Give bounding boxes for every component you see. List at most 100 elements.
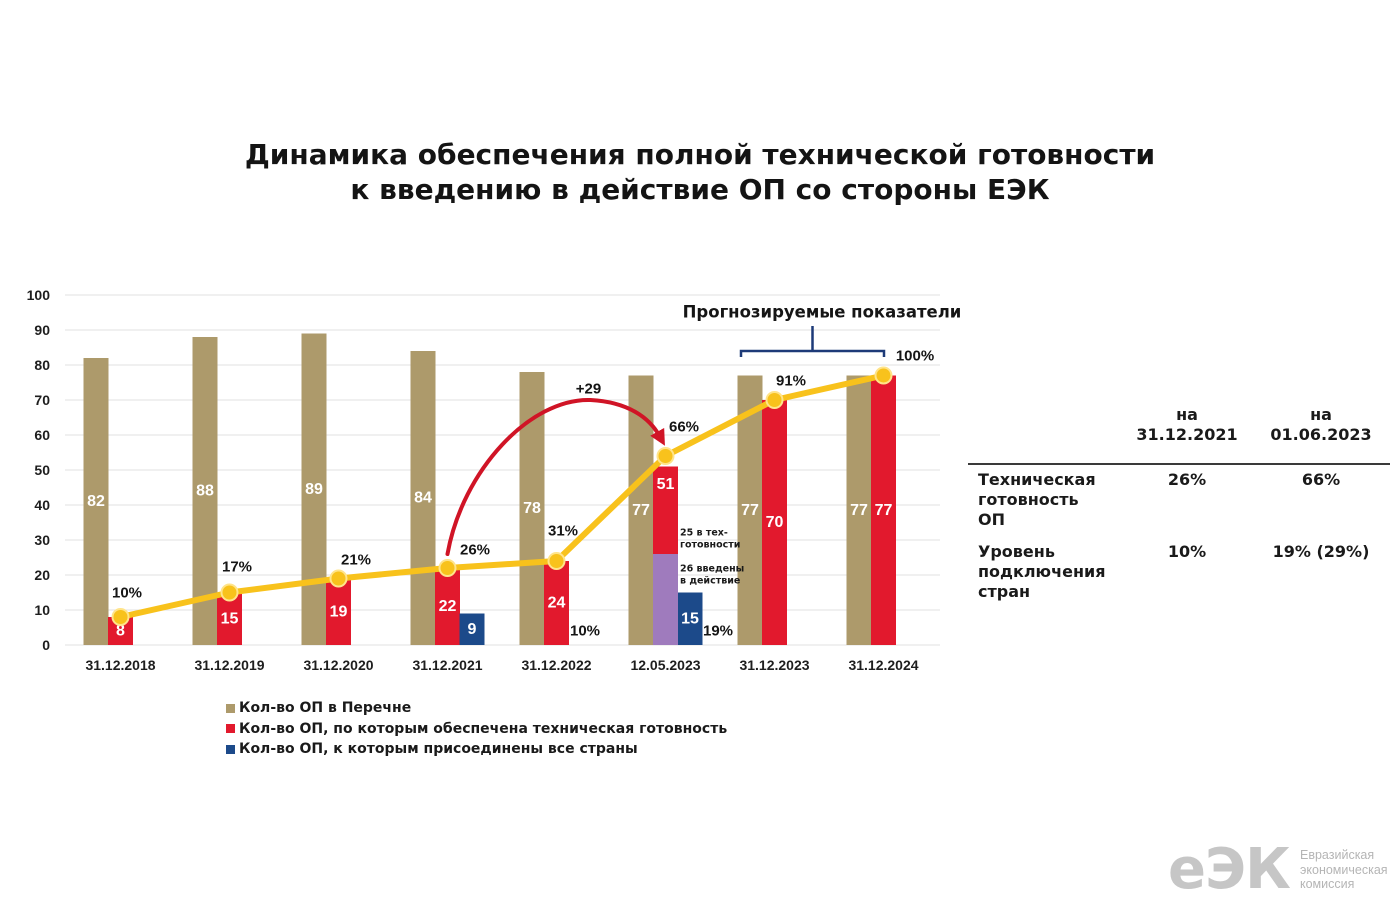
y-tick-label: 80: [34, 357, 50, 373]
bar-value-label: 77: [632, 502, 650, 519]
bars: [83, 333, 896, 645]
readiness-percent-label: 31%: [548, 523, 578, 540]
bar-value-label: 70: [766, 514, 784, 531]
table-cell: 19% (29%): [1272, 542, 1370, 561]
bar-tech-ready: [653, 466, 678, 645]
readiness-percent-label: 21%: [341, 552, 371, 569]
connection-percent-label: 19%: [703, 623, 733, 640]
readiness-point: [874, 366, 893, 385]
bar-value-label: 82: [87, 493, 105, 510]
x-tick-label: 31.12.2022: [521, 657, 591, 673]
gridlines: [65, 294, 940, 646]
bar-value-label: 51: [657, 476, 675, 493]
logo-text-line: экономическая: [1300, 862, 1388, 877]
table-header-line: 01.06.2023: [1270, 425, 1372, 444]
table-cell: 10%: [1167, 542, 1207, 561]
y-tick-label: 100: [27, 287, 51, 303]
bar-value-label: 77: [875, 502, 893, 519]
table-row-label-line: подключения: [978, 562, 1106, 581]
y-tick-label: 60: [34, 427, 50, 443]
bar-tech-ready: [435, 568, 460, 645]
bar-all-countries: [459, 613, 485, 645]
table-row-label-line: ОП: [978, 510, 1005, 529]
growth-arrow-label: +29: [576, 381, 601, 398]
y-tick-label: 70: [34, 392, 50, 408]
legend-label: Кол-во ОП, по которым обеспечена техниче…: [239, 720, 728, 737]
legend-swatch: [226, 703, 235, 713]
bar-list-total: [301, 333, 327, 645]
table-row-label-line: готовность: [978, 490, 1079, 509]
bar-list-total: [410, 351, 436, 645]
y-tick-label: 90: [34, 322, 50, 338]
legend: Кол-во ОП в Перечне Кол-во ОП, по которы…: [226, 698, 727, 760]
legend-item-tech-ready: Кол-во ОП, по которым обеспечена техниче…: [226, 719, 727, 740]
readiness-percent-label: 26%: [460, 542, 490, 559]
x-tick-label: 12.05.2023: [630, 657, 700, 673]
x-axis-ticks: 31.12.2018 31.12.2019 31.12.2020 31.12.2021…: [85, 657, 918, 673]
x-tick-label: 31.12.2018: [85, 657, 155, 673]
logo-mark: еЭК: [1168, 837, 1291, 902]
breakdown-label-line: готовности: [680, 540, 740, 551]
bar-value-label: 15: [221, 610, 239, 627]
bar-value-label: 89: [305, 481, 323, 498]
readiness-percent-label: 10%: [112, 585, 142, 602]
connection-percent-label: 10%: [570, 623, 600, 640]
table-row-label-line: Уровень: [978, 542, 1055, 561]
chart-title-line-1: Динамика обеспечения полной технической …: [244, 138, 1156, 171]
y-tick-label: 40: [34, 497, 50, 513]
y-tick-label: 20: [34, 567, 50, 583]
growth-arrow: [445, 397, 665, 556]
y-tick-label: 10: [34, 602, 50, 618]
breakdown-label-line: в действие: [680, 576, 740, 587]
bar-list-total: [846, 375, 872, 645]
chart-title: Динамика обеспечения полной технической …: [0, 137, 1400, 207]
logo-text: Евразийская экономическая комиссия: [1300, 848, 1388, 892]
readiness-percent-label: 17%: [222, 559, 252, 576]
legend-swatch: [226, 724, 235, 734]
bar-value-label: 84: [414, 490, 432, 507]
bar-tech-ready: [871, 375, 896, 645]
breakdown-label-line: 25 в тех-: [680, 528, 728, 539]
bar-tech-ready: [544, 561, 569, 645]
legend-item-list-total: Кол-во ОП в Перечне: [226, 698, 727, 719]
x-tick-label: 31.12.2019: [194, 657, 264, 673]
readiness-points: [111, 366, 893, 626]
table-row-label: Техническая готовность ОП: [978, 470, 1096, 530]
bar-tech-ready: [326, 578, 351, 645]
readiness-percent-label: 66%: [669, 419, 699, 436]
bar-tech-ready: [217, 592, 242, 645]
bar-value-label: 22: [439, 598, 457, 615]
table-divider: [968, 463, 1390, 465]
chart-title-line-2: к введению в действие ОП со стороны ЕЭК: [350, 173, 1050, 206]
bar-all-countries: [677, 592, 703, 645]
x-tick-label: 31.12.2024: [848, 657, 918, 673]
bar-list-total: [519, 372, 545, 645]
table-header-line: 31.12.2021: [1136, 425, 1238, 444]
bar-value-label: 88: [196, 483, 214, 500]
x-tick-label: 31.12.2020: [303, 657, 373, 673]
bar-value-label: 9: [468, 621, 477, 638]
y-axis-ticks: 0 10 20 30 40 50 60 70 80 90 100: [27, 287, 51, 653]
percent-labels: 10% 17% 21% 26% 31% 66% 91% 100% 10% 19%: [112, 348, 934, 640]
y-tick-label: 50: [34, 462, 50, 478]
table-column-header: на 31.12.2021: [1117, 405, 1257, 445]
forecast-label: Прогнозируемые показатели: [683, 303, 962, 322]
x-tick-label: 31.12.2021: [412, 657, 482, 673]
table-header-line: на: [1176, 405, 1198, 424]
bar-value-label: 8: [116, 623, 125, 640]
forecast-bracket: [739, 326, 886, 357]
logo-text-line: Евразийская: [1300, 848, 1375, 862]
legend-label: Кол-во ОП в Перечне: [239, 700, 412, 717]
legend-label: Кол-во ОП, к которым присоединены все ст…: [239, 741, 638, 758]
readiness-line-layer: [117, 372, 887, 620]
readiness-point: [438, 559, 457, 577]
bar-breakdown-in-force: [653, 554, 678, 645]
bar-value-labels: 82 88 89 84 78 77 77 77 8 15 19 22 24 51 70 77 9 15 26 вве…: [87, 476, 892, 640]
readiness-percent-label: 100%: [896, 348, 934, 365]
logo-text-line: комиссия: [1300, 877, 1355, 891]
bar-tech-ready: [762, 400, 787, 645]
x-tick-label: 31.12.2023: [739, 657, 809, 673]
table-cell: 26%: [1167, 470, 1207, 489]
table-column-header: на 01.06.2023: [1251, 405, 1391, 445]
